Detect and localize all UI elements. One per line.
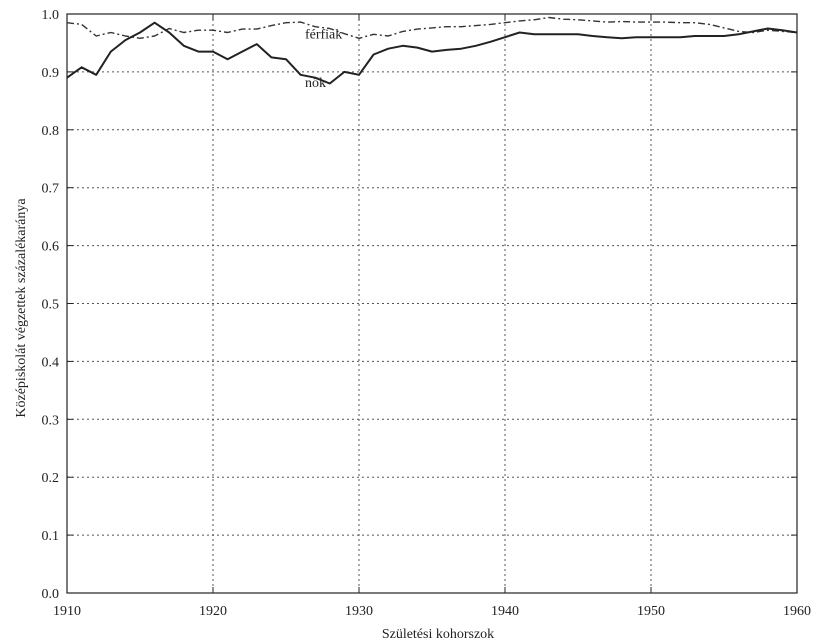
x-tick-label: 1930 bbox=[345, 604, 373, 619]
annotations: férfiak nők bbox=[305, 27, 342, 91]
x-tick-label: 1940 bbox=[491, 604, 519, 619]
series-line-women bbox=[66, 21, 798, 85]
x-tick-label: 1920 bbox=[199, 604, 227, 619]
y-tick-label: 0.0 bbox=[42, 587, 60, 602]
series-annotation: férfiak bbox=[305, 27, 342, 42]
y-tick-label: 0.8 bbox=[42, 124, 60, 139]
y-tick-label: 0.1 bbox=[42, 529, 60, 544]
y-tick-label: 0.3 bbox=[42, 413, 60, 428]
y-tick-label: 0.4 bbox=[42, 355, 60, 370]
axis-ticks: 0.0 0.1 0.2 0.3 0.4 0.5 0.6 0.7 0.8 0.9 1.0 1910 192… bbox=[42, 8, 812, 619]
x-axis-label: Születési kohorszok bbox=[382, 627, 494, 642]
x-tick-label: 1910 bbox=[53, 604, 81, 619]
y-tick-label: 0.7 bbox=[42, 182, 60, 197]
x-tick-label: 1950 bbox=[637, 604, 665, 619]
y-tick-label: 0.2 bbox=[42, 471, 60, 486]
y-tick-label: 1.0 bbox=[42, 8, 60, 23]
series-annotation: nők bbox=[305, 76, 326, 91]
series-lines bbox=[66, 16, 798, 85]
y-axis-label: Középiskolát végzettek százalékaránya bbox=[14, 198, 29, 418]
x-tick-label: 1960 bbox=[783, 604, 811, 619]
series-line-men bbox=[66, 16, 798, 39]
y-tick-label: 0.5 bbox=[42, 298, 60, 313]
grid bbox=[67, 14, 797, 593]
y-tick-label: 0.6 bbox=[42, 240, 60, 255]
y-tick-label: 0.9 bbox=[42, 66, 60, 81]
